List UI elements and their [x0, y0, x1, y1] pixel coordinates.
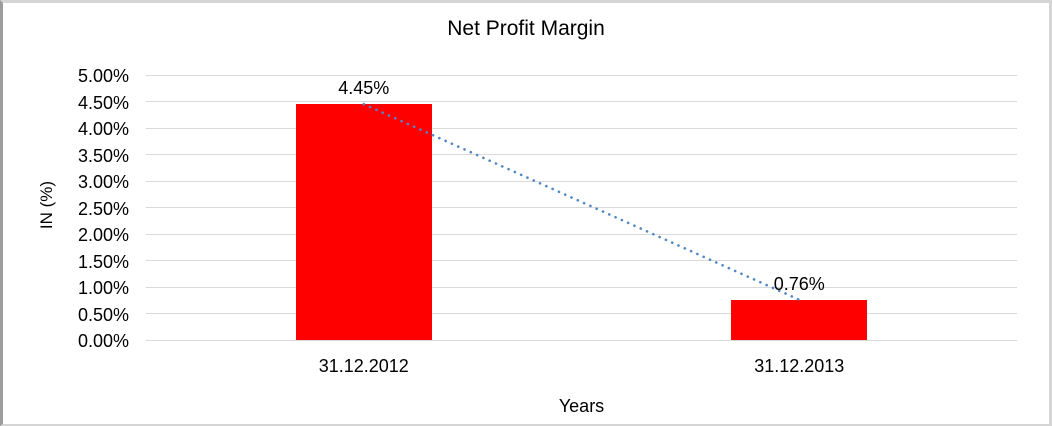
y-tick-label: 3.00% [77, 172, 129, 192]
chart-title: Net Profit Margin [447, 17, 605, 40]
gridline [146, 180, 1017, 182]
gridline [146, 74, 1017, 76]
bar-data-label: 4.45% [338, 78, 390, 99]
y-tick-label: 4.50% [77, 92, 129, 113]
y-tick-label: 1.50% [77, 251, 129, 272]
bar [295, 104, 432, 340]
x-axis-title: Years [558, 396, 605, 416]
gridline [146, 207, 1017, 208]
y-tick-label: 1.00% [77, 278, 129, 298]
y-tick-label: 3.50% [77, 145, 129, 166]
y-tick-label: 5.00% [77, 66, 129, 86]
x-tick-label: 31.12.2012 [318, 356, 409, 376]
trendline [362, 102, 801, 302]
gridline [146, 313, 1017, 314]
y-tick-label: 0.00% [77, 331, 129, 351]
gridline [146, 260, 1017, 261]
bar-data-label: 0.76% [773, 273, 825, 294]
gridline [146, 233, 1017, 235]
y-tick-label: 2.50% [77, 198, 129, 219]
gridline [146, 339, 1017, 341]
gridline [146, 154, 1017, 155]
bar [731, 299, 868, 340]
y-tick-label: 4.00% [77, 119, 129, 139]
y-tick-label: 0.50% [77, 304, 129, 325]
gridline [146, 101, 1017, 102]
x-tick-label: 31.12.2013 [754, 356, 845, 376]
y-tick-label: 2.00% [77, 225, 129, 245]
gridline [146, 127, 1017, 129]
